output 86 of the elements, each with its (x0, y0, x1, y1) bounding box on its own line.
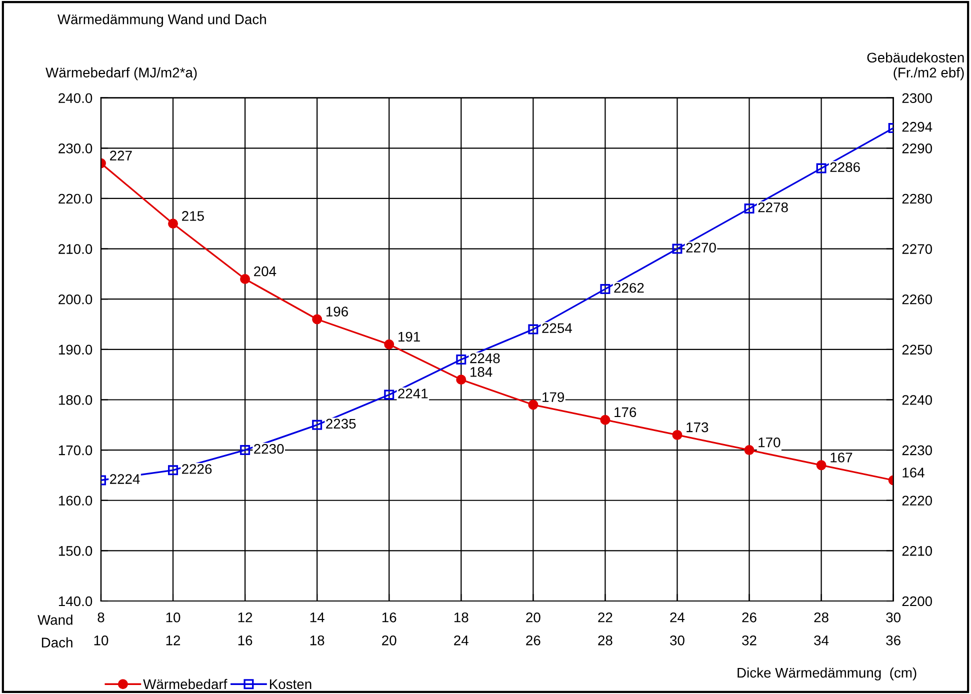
y2-tick-label: 2230 (902, 445, 932, 456)
point (528, 400, 538, 410)
point (816, 163, 826, 174)
x-tick-label: 12 16 (238, 612, 252, 646)
point (672, 430, 682, 440)
data-label: 2226 (182, 464, 212, 474)
data-label: 2278 (758, 202, 788, 212)
point (240, 445, 250, 456)
x-tick-label: 16 20 (382, 612, 396, 646)
text: Wand (38, 614, 72, 625)
x-tick-label: 26 32 (742, 612, 756, 646)
x-tick-label: 18 24 (454, 612, 468, 646)
point (600, 414, 610, 425)
y-tick-label: 150.0 (58, 546, 92, 556)
x-tick-label: 10 12 (166, 612, 180, 646)
y-tick-label: 200.0 (58, 294, 92, 304)
x-tick-label: 14 18 (310, 612, 324, 646)
y2-tick-label: 2280 (902, 194, 932, 204)
data-label: 2230 (254, 444, 284, 454)
data-label: 170 (758, 437, 780, 448)
point (168, 218, 178, 229)
y2-axis-title: Gebäudekosten (Fr./m2 ebf) (867, 52, 964, 80)
data-label: 164 (902, 468, 924, 478)
data-label: 2235 (326, 418, 356, 429)
point (744, 204, 754, 214)
y-tick-label: 140.0 (58, 596, 92, 606)
y-tick-label: 170.0 (58, 445, 92, 456)
data-label: 191 (398, 332, 420, 342)
point (744, 445, 754, 456)
y2-tick-label: 2250 (902, 344, 932, 355)
y-tick-label: 180.0 (58, 395, 92, 405)
y2-tick-label: 2210 (902, 546, 932, 556)
x-tick-label: 20 26 (526, 612, 540, 646)
data-label: 173 (686, 422, 708, 432)
y2-tick-label: 2260 (902, 294, 932, 304)
x-tick-label: 8 10 (94, 612, 108, 646)
point (240, 274, 250, 284)
data-label: 204 (254, 266, 276, 276)
point (456, 374, 466, 385)
data-label: 2270 (686, 242, 716, 253)
y-tick-label: 220.0 (58, 194, 92, 204)
point (672, 244, 682, 254)
point (312, 314, 322, 324)
data-label: 2224 (110, 474, 140, 484)
y2-tick-label: 2290 (902, 144, 932, 154)
data-label: 2286 (830, 162, 860, 172)
legend-label: Kosten (270, 679, 312, 690)
point (168, 465, 178, 476)
y-tick-label: 160.0 (58, 496, 92, 506)
point (600, 284, 610, 294)
data-label: 184 (470, 367, 492, 377)
data-label: 2248 (470, 353, 500, 364)
x-tick-label: 28 34 (814, 612, 829, 646)
point (312, 420, 322, 430)
data-label: 167 (830, 452, 852, 462)
point (816, 460, 826, 470)
y-tick-label: 190.0 (58, 344, 92, 355)
y2-tick-label: 2220 (902, 496, 932, 506)
text: Dach (42, 637, 72, 648)
y-tick-label: 230.0 (58, 144, 92, 154)
data-label: 196 (326, 306, 348, 316)
x-tick-label: 30 36 (886, 612, 900, 646)
point (528, 324, 538, 334)
legend-label: Wärmebedarf (143, 678, 228, 690)
y-axis-title: Wärmebedarf (MJ/m2*a) (46, 67, 197, 80)
y-tick-label: 210.0 (58, 244, 92, 254)
x-axis-title: Dicke Wärmedämmung (cm) (738, 667, 916, 680)
chart-title: Wärmedämmung Wand und Dach (57, 14, 266, 27)
data-label: 215 (182, 211, 204, 221)
y2-tick-label: 2270 (902, 244, 932, 254)
data-label: 2262 (614, 282, 644, 293)
y2-tick-label: 2300 (902, 93, 932, 104)
x-tick-label: 22 28 (598, 612, 612, 646)
data-label: 176 (614, 407, 636, 418)
data-label: 2294 (902, 122, 932, 132)
point (456, 354, 466, 364)
point (384, 390, 394, 400)
y2-tick-label: 2200 (902, 596, 932, 606)
data-label: 2254 (542, 323, 572, 334)
data-label: 179 (542, 392, 564, 402)
data-label: 227 (110, 150, 132, 160)
data-label: 2241 (398, 388, 428, 398)
x-tick-label: 24 30 (670, 612, 685, 646)
y-tick-label: 240.0 (58, 93, 92, 104)
y2-tick-label: 2240 (902, 395, 932, 405)
point (384, 339, 394, 350)
